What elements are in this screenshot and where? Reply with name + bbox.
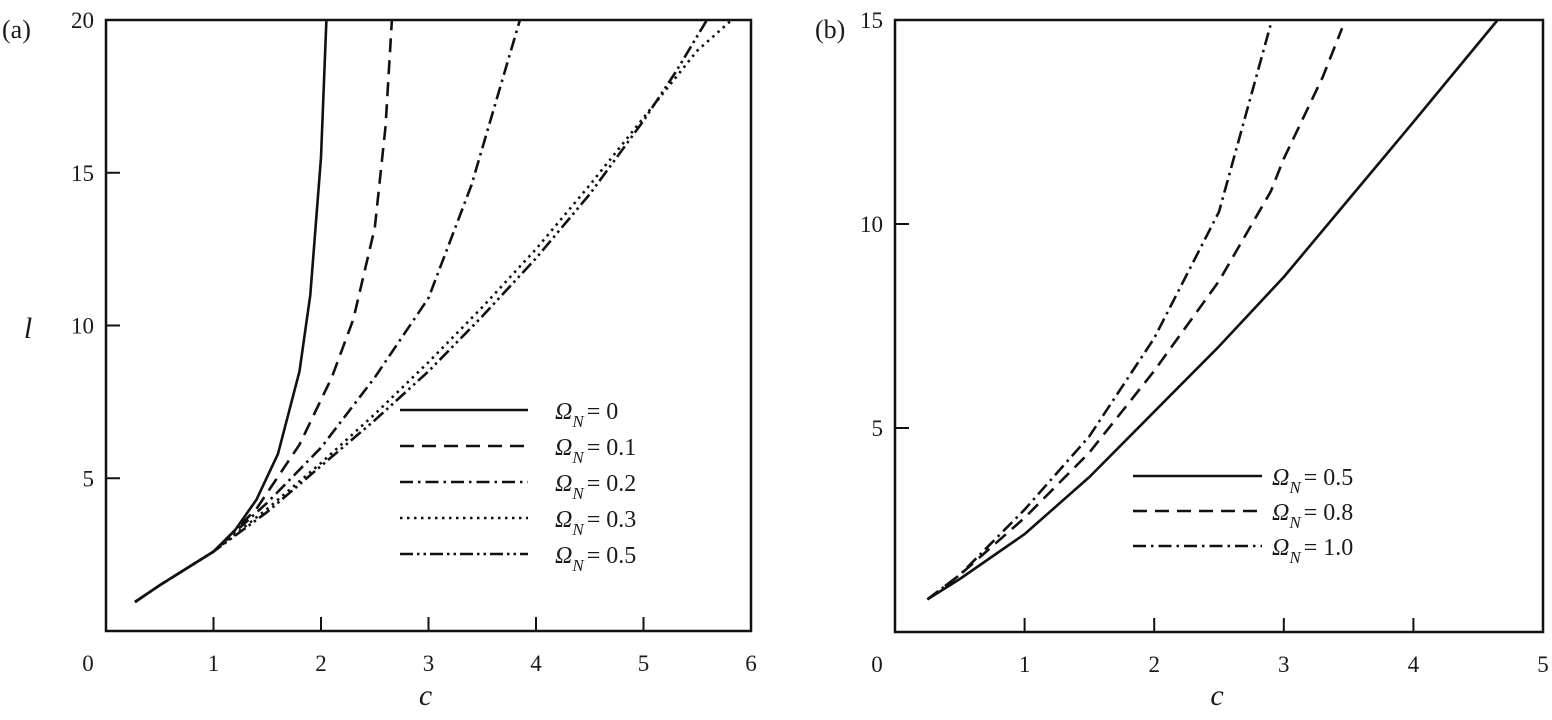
legend-entry-0: ΩN = 0.5 bbox=[1272, 465, 1353, 497]
series-line-1 bbox=[926, 27, 1344, 601]
legend-symbol: Ω bbox=[555, 399, 572, 425]
legend-symbol: Ω bbox=[555, 471, 572, 497]
series-line-4 bbox=[134, 19, 709, 604]
legend-value: = 0.5 bbox=[1304, 465, 1354, 491]
y-tick-label: 10 bbox=[71, 314, 94, 339]
legend-subscript: N bbox=[1288, 513, 1302, 532]
series-line-3 bbox=[134, 19, 733, 604]
y-axis-label: l bbox=[24, 312, 32, 345]
legend-subscript: N bbox=[571, 448, 585, 467]
legend-symbol: Ω bbox=[1272, 465, 1289, 491]
legend-symbol: Ω bbox=[555, 543, 572, 569]
series-line-1 bbox=[134, 19, 394, 604]
y-tick-label: 10 bbox=[860, 212, 883, 237]
x-tick-label: 4 bbox=[1408, 652, 1420, 677]
x-tick-label: 2 bbox=[315, 651, 327, 676]
legend-symbol: Ω bbox=[1272, 535, 1289, 561]
legend-entry-2: ΩN = 0.2 bbox=[555, 471, 636, 503]
legend-value: = 0.5 bbox=[587, 543, 637, 569]
panel-label: (a) bbox=[2, 15, 31, 44]
legend-value: = 0 bbox=[587, 399, 619, 425]
legend-symbol: Ω bbox=[1272, 500, 1289, 526]
legend-symbol: Ω bbox=[555, 507, 572, 533]
legend-symbol: Ω bbox=[555, 435, 572, 461]
legend-entry-4: ΩN = 0.5 bbox=[555, 543, 636, 575]
x-tick-label: 2 bbox=[1148, 652, 1160, 677]
y-tick-label: 15 bbox=[71, 161, 94, 186]
legend-subscript: N bbox=[571, 556, 585, 575]
y-tick-label: 5 bbox=[83, 466, 95, 491]
series-line-0 bbox=[134, 19, 328, 604]
legend-entry-1: ΩN = 0.8 bbox=[1272, 500, 1353, 532]
x-axis-label: c bbox=[419, 679, 432, 712]
x-tick-label: 3 bbox=[1278, 652, 1290, 677]
legend-entry-2: ΩN = 1.0 bbox=[1272, 535, 1353, 567]
y-tick-label: 5 bbox=[872, 416, 884, 441]
legend-value: = 0.8 bbox=[1304, 500, 1354, 526]
x-tick-label: 4 bbox=[530, 651, 542, 676]
series-line-2 bbox=[926, 23, 1273, 601]
legend: ΩN = 0ΩN = 0.1ΩN = 0.2ΩN = 0.3ΩN = 0.5 bbox=[400, 399, 636, 575]
plot-frame bbox=[893, 18, 1545, 634]
y-tick-label: 20 bbox=[71, 8, 94, 33]
legend: ΩN = 0.5ΩN = 0.8ΩN = 1.0 bbox=[1133, 465, 1353, 567]
y-tick-label: 15 bbox=[860, 8, 883, 33]
legend-subscript: N bbox=[1288, 478, 1302, 497]
x-axis-label: c bbox=[1210, 679, 1223, 712]
legend-subscript: N bbox=[1288, 548, 1302, 567]
legend-value: = 0.1 bbox=[587, 435, 637, 461]
x-tick-label: 1 bbox=[208, 651, 220, 676]
x-tick-label: 0 bbox=[82, 651, 94, 676]
x-tick-label: 3 bbox=[423, 651, 435, 676]
legend-value: = 0.3 bbox=[587, 507, 637, 533]
panel-label: (b) bbox=[815, 15, 845, 44]
x-tick-label: 1 bbox=[1019, 652, 1031, 677]
plot-frame bbox=[104, 18, 753, 633]
x-tick-label: 5 bbox=[638, 651, 650, 676]
legend-subscript: N bbox=[571, 484, 585, 503]
legend-value: = 0.2 bbox=[587, 471, 637, 497]
series-line-2 bbox=[134, 19, 522, 604]
legend-subscript: N bbox=[571, 520, 585, 539]
legend-entry-0: ΩN = 0 bbox=[555, 399, 618, 431]
legend-value: = 1.0 bbox=[1304, 535, 1354, 561]
x-tick-label: 5 bbox=[1537, 652, 1549, 677]
legend-subscript: N bbox=[571, 412, 585, 431]
series-line-0 bbox=[926, 19, 1499, 601]
x-tick-label: 6 bbox=[745, 651, 757, 676]
legend-entry-1: ΩN = 0.1 bbox=[555, 435, 636, 467]
x-tick-label: 0 bbox=[871, 652, 883, 677]
legend-entry-3: ΩN = 0.3 bbox=[555, 507, 636, 539]
